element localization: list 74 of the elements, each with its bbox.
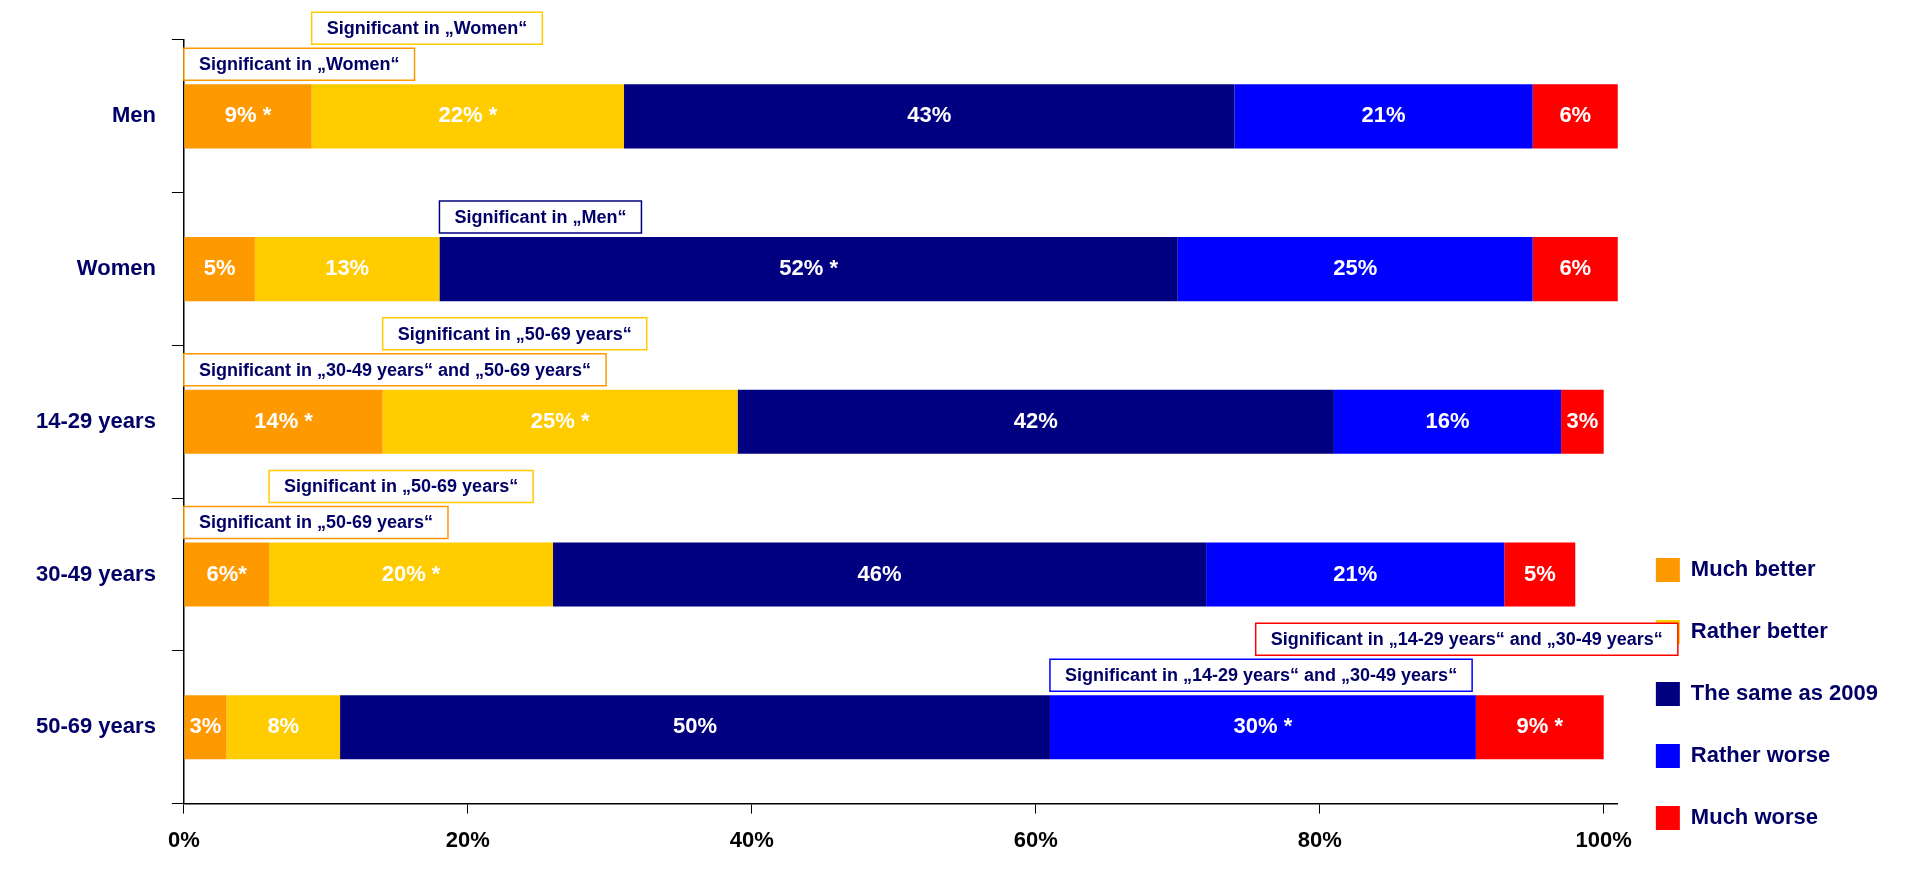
data-label: 22% * bbox=[438, 102, 498, 128]
text: Significant in „Women“ bbox=[326, 18, 528, 39]
bar bbox=[1475, 695, 1604, 760]
data-label: 21% bbox=[1333, 560, 1378, 586]
annotation: Significant in „30-49 years“ and „50-69 years“ bbox=[198, 359, 592, 380]
bar bbox=[1561, 389, 1604, 454]
annotation: Significant in „14-29 years“ and „30-49 years“ bbox=[1064, 665, 1458, 686]
bar bbox=[439, 237, 1178, 302]
y-tick-label: 30-49 years bbox=[35, 560, 156, 586]
bar bbox=[340, 695, 1050, 760]
x-tick-label: 80% bbox=[1297, 826, 1342, 852]
bar bbox=[1234, 84, 1533, 149]
data-label: 16% bbox=[1425, 407, 1470, 433]
annotation: Significant in „50-69 years“ bbox=[284, 476, 519, 497]
bar bbox=[1206, 542, 1505, 607]
x-tick-label: 40% bbox=[729, 826, 774, 852]
data-label: 3% bbox=[1566, 407, 1599, 433]
data-label: 6%* bbox=[206, 560, 248, 586]
bar bbox=[624, 84, 1235, 149]
legend-label: Rather worse bbox=[1690, 742, 1831, 768]
data-label: 9% * bbox=[224, 102, 272, 128]
data-label: 6% bbox=[1559, 102, 1592, 128]
y-tick-label: 14-29 years bbox=[35, 407, 156, 433]
y-tick-label: Women bbox=[76, 255, 156, 281]
annotation: Significant in „50-69 years“ bbox=[397, 323, 632, 344]
data-label: 42% bbox=[1013, 407, 1058, 433]
bar bbox=[1177, 237, 1533, 302]
data-label: 14% * bbox=[254, 407, 314, 433]
bar bbox=[1333, 389, 1562, 454]
annotation: Significant in „14-29 years“ and „30-49 years“ bbox=[1270, 629, 1663, 650]
data-label: 21% bbox=[1361, 102, 1406, 128]
data-label: 46% bbox=[857, 560, 902, 586]
bar bbox=[254, 237, 440, 302]
bar bbox=[184, 84, 312, 149]
bar bbox=[382, 389, 738, 454]
data-label: 20% * bbox=[381, 560, 441, 586]
bar bbox=[737, 389, 1334, 454]
legend-label: The same as 2009 bbox=[1690, 680, 1879, 706]
annotation: Significant in „Women“ bbox=[198, 54, 400, 75]
bar bbox=[184, 542, 270, 607]
annotation: Significant in „Men“ bbox=[454, 206, 627, 227]
x-tick-label: 60% bbox=[1013, 826, 1058, 852]
bar bbox=[1532, 237, 1618, 302]
bar bbox=[1049, 695, 1476, 760]
x-tick-label: 20% bbox=[445, 826, 490, 852]
data-label: 5% bbox=[1523, 560, 1556, 586]
bar bbox=[1532, 84, 1618, 149]
data-label: 6% bbox=[1559, 255, 1592, 281]
bar bbox=[226, 695, 341, 760]
bar bbox=[269, 542, 554, 607]
data-label: 25% * bbox=[530, 407, 590, 433]
bar bbox=[1504, 542, 1576, 607]
legend-label: Much better bbox=[1690, 556, 1816, 582]
data-label: 30% * bbox=[1233, 713, 1293, 739]
bar bbox=[184, 389, 383, 454]
data-label: 13% bbox=[325, 255, 370, 281]
x-tick-label: 100% bbox=[1575, 826, 1632, 852]
bar bbox=[553, 542, 1207, 607]
data-label: 50% bbox=[672, 713, 718, 739]
legend-label: Rather better bbox=[1690, 618, 1829, 644]
y-tick-label: Men bbox=[111, 102, 156, 128]
legend-label: Much worse bbox=[1690, 804, 1819, 830]
bar bbox=[184, 237, 255, 302]
data-label: 25% bbox=[1333, 255, 1378, 281]
data-label: 8% bbox=[267, 713, 300, 739]
data-label: 52% * bbox=[779, 255, 839, 281]
data-label: 43% bbox=[907, 102, 952, 128]
annotation: Significant in „50-69 years“ bbox=[198, 512, 433, 533]
data-label: 5% bbox=[203, 255, 236, 281]
bar bbox=[311, 84, 625, 149]
y-tick-label: 50-69 years bbox=[35, 713, 156, 739]
data-label: 9% * bbox=[1516, 713, 1564, 739]
data-label: 3% bbox=[189, 713, 222, 739]
x-tick-label: 0% bbox=[167, 826, 200, 852]
